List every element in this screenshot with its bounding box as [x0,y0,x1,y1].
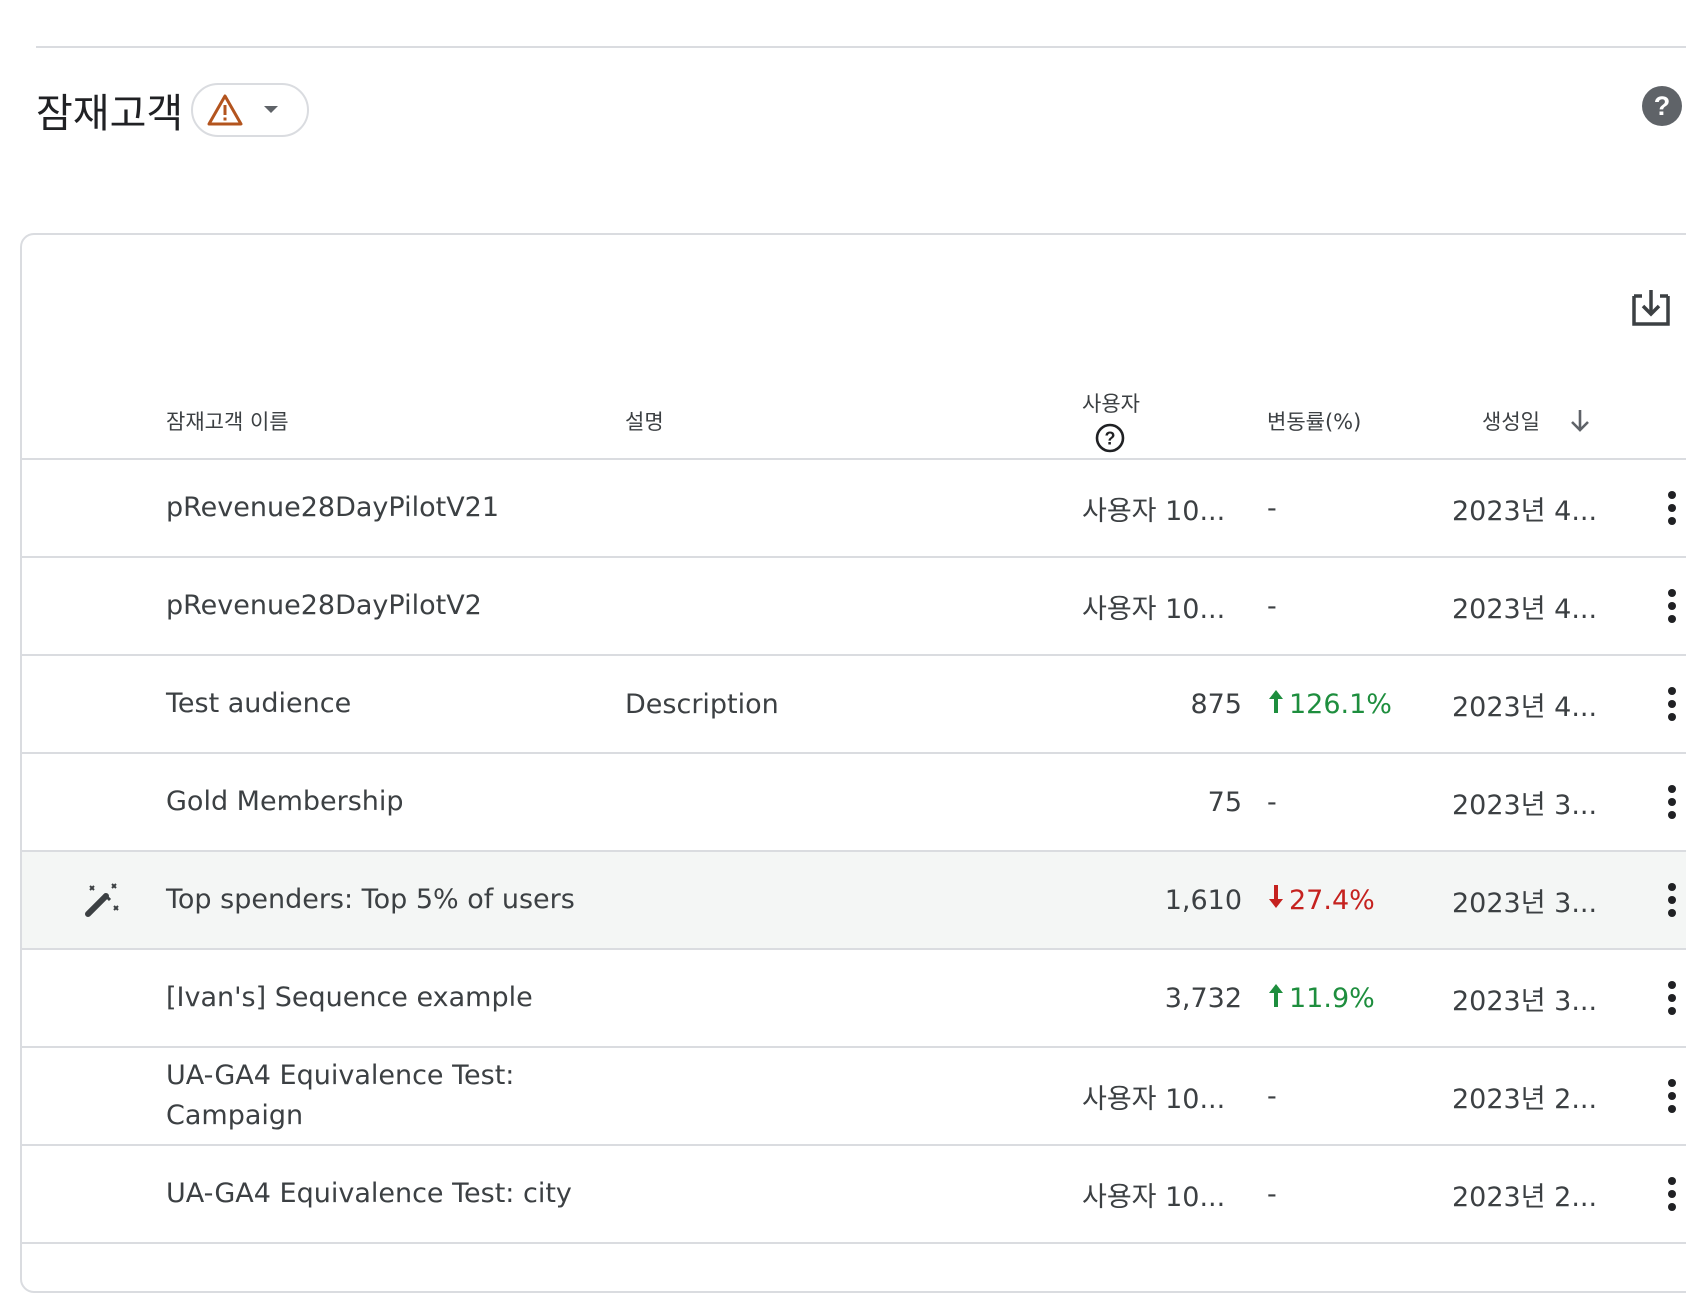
column-header-created[interactable]: 생성일 [1482,410,1540,434]
audience-name[interactable]: [Ivan's] Sequence example [166,982,533,1013]
audience-created-date: 2023년 4... [1452,495,1598,527]
audience-created-date: 2023년 2... [1452,1083,1598,1115]
column-header-description[interactable]: 설명 [625,410,664,434]
arrow-down-icon[interactable] [1569,408,1591,434]
help-icon[interactable]: ? [1640,84,1684,128]
caret-down-icon [264,106,279,113]
audience-change: - [1267,460,1277,556]
table-header: 잠재고객 이름 설명 사용자 ? 변동률(%) 생성일 [22,370,1686,460]
change-value: - [1267,1080,1277,1112]
page-title: 잠재고객 [36,91,184,137]
audience-name[interactable]: UA-GA4 Equivalence Test: city [166,1178,572,1209]
more-vert-icon[interactable] [1652,460,1686,556]
download-icon[interactable] [1630,286,1672,328]
audience-created-date: 2023년 2... [1452,1181,1598,1213]
audience-change: - [1267,1048,1277,1144]
trend-up-icon [1267,981,1285,1016]
audience-users: 75 [1207,786,1242,818]
table-row[interactable]: [Ivan's] Sequence example 3,732 11.9% 2023년… [22,950,1686,1048]
more-vert-icon[interactable] [1652,852,1686,948]
svg-text:?: ? [1105,429,1116,449]
magic-wand-icon [80,852,124,948]
audience-change: 27.4% [1267,852,1375,948]
change-value: - [1267,590,1277,622]
audience-change: - [1267,558,1277,654]
audience-users: 사용자 10... [1082,1083,1226,1115]
audience-name[interactable]: pRevenue28DayPilotV21 [166,492,500,523]
column-header-users[interactable]: 사용자 [1082,392,1140,416]
table-row[interactable]: UA-GA4 Equivalence Test: Campaign 사용자 10.… [22,1048,1686,1146]
trend-up-icon [1267,687,1285,722]
trend-down-icon [1267,883,1285,918]
audience-created-date: 2023년 3... [1452,789,1598,821]
more-vert-icon[interactable] [1652,754,1686,850]
audience-created-date: 2023년 3... [1452,887,1598,919]
table-row[interactable]: Top spenders: Top 5% of users 1,610 27.4% 2… [22,852,1686,950]
svg-text:?: ? [1654,91,1671,121]
more-vert-icon[interactable] [1652,656,1686,752]
audience-created-date: 2023년 3... [1452,985,1598,1017]
change-value: - [1267,492,1277,524]
table-row[interactable]: pRevenue28DayPilotV2 사용자 10... - 2023년 4... [22,558,1686,656]
audience-users: 875 [1190,688,1242,720]
table-row[interactable]: UA-GA4 Equivalence Test: city 사용자 10... - 2… [22,1146,1686,1244]
more-vert-icon[interactable] [1652,558,1686,654]
audience-created-date: 2023년 4... [1452,593,1598,625]
audience-description: Description [625,688,779,720]
more-vert-icon[interactable] [1652,950,1686,1046]
change-value: 126.1% [1289,688,1392,720]
users-help-icon[interactable]: ? [1094,422,1126,454]
change-value: 11.9% [1289,982,1375,1014]
audience-users: 1,610 [1164,884,1242,916]
change-value: - [1267,786,1277,818]
column-header-name[interactable]: 잠재고객 이름 [166,410,289,434]
audience-name[interactable]: pRevenue28DayPilotV2 [166,590,482,621]
audience-users: 사용자 10... [1082,1181,1226,1213]
audience-users: 사용자 10... [1082,593,1226,625]
change-value: - [1267,1178,1277,1210]
change-value: 27.4% [1289,884,1375,916]
audience-created-date: 2023년 4... [1452,691,1598,723]
top-divider [36,46,1686,48]
audience-change: - [1267,754,1277,850]
table-row[interactable]: Gold Membership 75- 2023년 3... [22,754,1686,852]
audience-users: 3,732 [1164,982,1242,1014]
audience-change: 126.1% [1267,656,1392,752]
audience-name[interactable]: Top spenders: Top 5% of users [166,884,575,915]
audience-users: 사용자 10... [1082,495,1226,527]
column-header-change[interactable]: 변동률(%) [1267,410,1362,434]
audience-name[interactable]: Test audience [166,688,352,719]
audience-change: - [1267,1146,1277,1242]
more-vert-icon[interactable] [1652,1048,1686,1144]
audience-name[interactable]: Gold Membership [166,786,404,817]
table-row[interactable]: pRevenue28DayPilotV21 사용자 10... - 2023년 4..… [22,460,1686,558]
page-header: 잠재고객 [36,80,310,140]
audience-change: 11.9% [1267,950,1375,1046]
warning-dropdown-chip[interactable] [191,83,310,137]
more-vert-icon[interactable] [1652,1146,1686,1242]
warning-icon [207,94,243,126]
audience-name[interactable]: UA-GA4 Equivalence Test: Campaign [166,1060,515,1131]
table-row[interactable]: Test audience Description 875 126.1% 2023년 4… [22,656,1686,754]
